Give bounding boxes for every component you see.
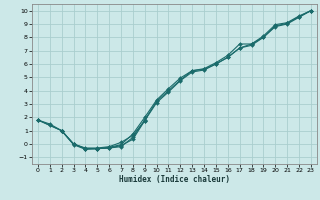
- X-axis label: Humidex (Indice chaleur): Humidex (Indice chaleur): [119, 175, 230, 184]
